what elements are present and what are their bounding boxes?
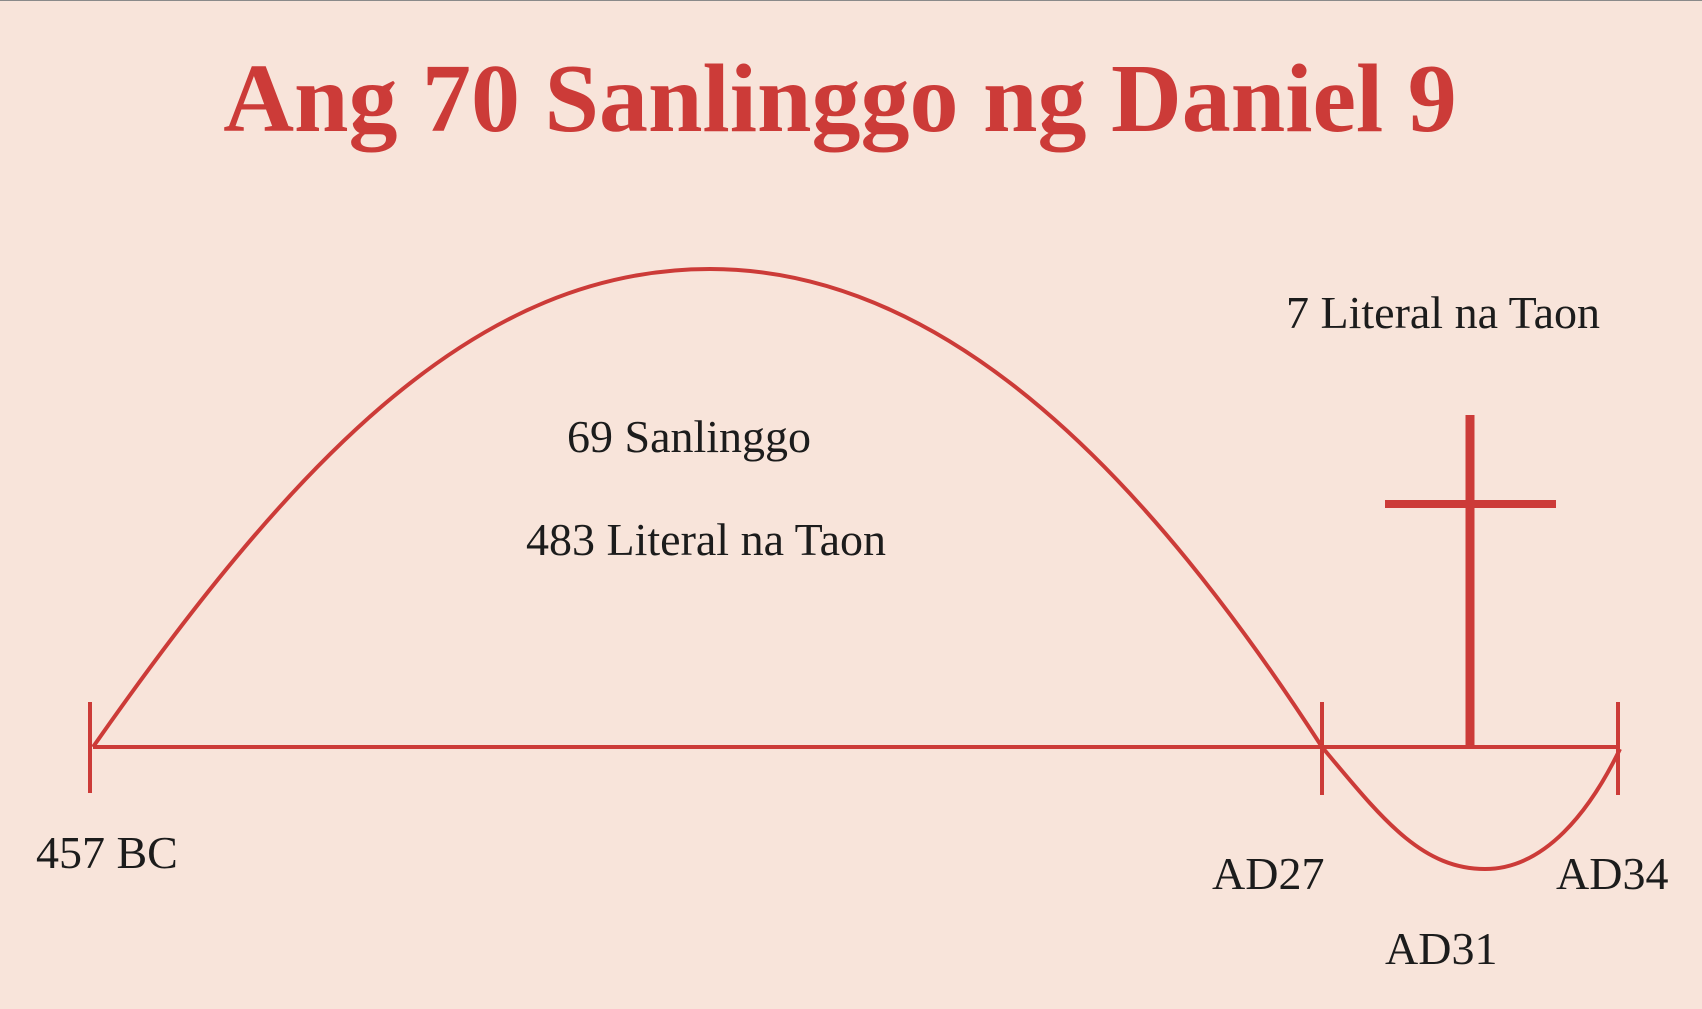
arc-label-years: 483 Literal na Taon — [526, 514, 886, 565]
date-label-ad31: AD31 — [1385, 923, 1498, 974]
arc-label-weeks: 69 Sanlinggo — [567, 411, 812, 462]
arc-69-weeks — [91, 266, 1324, 749]
date-label-ad34: AD34 — [1556, 848, 1669, 899]
arc-final-week — [1320, 745, 1622, 872]
final-week-label: 7 Literal na Taon — [1286, 287, 1600, 338]
date-label-457bc: 457 BC — [36, 827, 178, 878]
page-title: Ang 70 Sanlinggo ng Daniel 9 — [223, 45, 1457, 153]
date-label-ad27: AD27 — [1212, 848, 1325, 899]
